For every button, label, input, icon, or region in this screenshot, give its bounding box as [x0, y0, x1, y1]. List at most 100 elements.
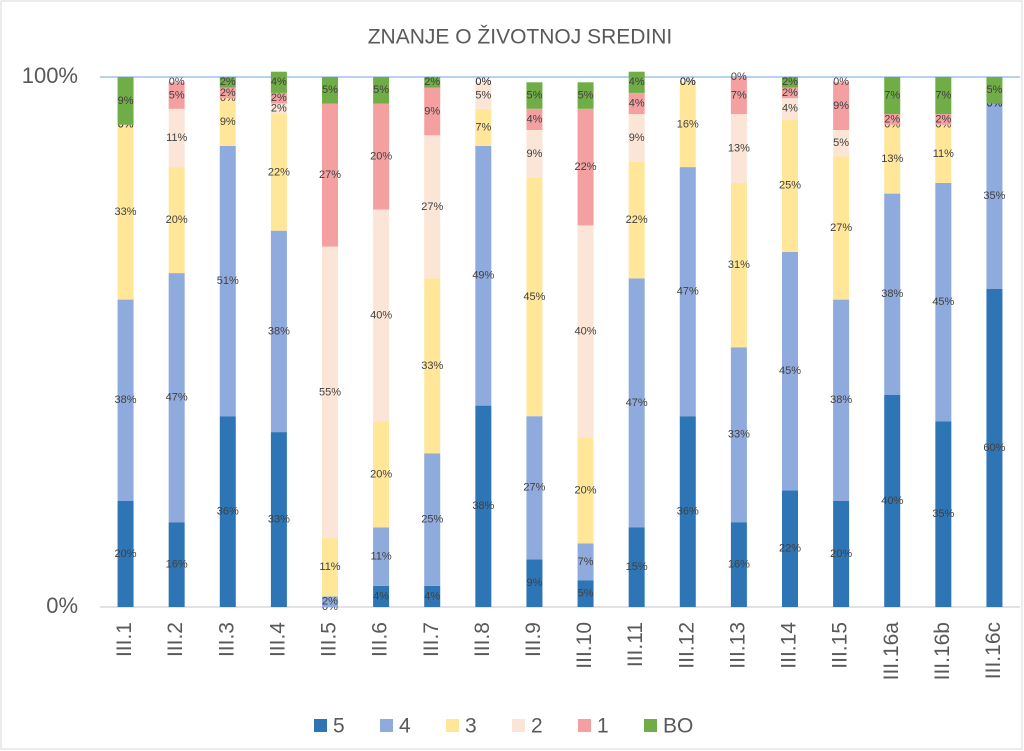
value-label: 38% — [472, 500, 494, 512]
bar-segment — [373, 421, 390, 528]
value-label: 38% — [268, 325, 290, 337]
value-label: 4% — [271, 76, 287, 88]
value-label: 5% — [986, 84, 1002, 96]
bar-segment — [628, 114, 645, 162]
bar-segment — [730, 522, 747, 607]
value-label: 47% — [677, 286, 699, 298]
bar-segment — [782, 87, 798, 99]
bar-segment — [833, 299, 850, 501]
value-label: 35% — [932, 508, 954, 520]
bar-segment — [577, 437, 594, 544]
value-label: 2% — [424, 76, 440, 88]
bar-segment — [577, 82, 594, 109]
value-label: 0% — [680, 76, 696, 88]
bar-segment — [986, 103, 1003, 289]
bar-segment — [424, 87, 441, 136]
value-label: 11% — [319, 561, 340, 573]
value-label: 5% — [373, 84, 389, 96]
bar-segment — [782, 119, 798, 252]
value-label: 20% — [370, 468, 392, 480]
legend-swatch — [380, 719, 393, 732]
value-label: 7% — [935, 89, 951, 101]
bar-segment — [270, 432, 287, 607]
value-label: 45% — [779, 365, 801, 377]
bar-segment — [168, 167, 185, 274]
value-label: 11% — [933, 148, 954, 160]
x-tick-label: III.16b — [931, 622, 954, 680]
bar-segment — [833, 130, 850, 157]
legend-label: 1 — [597, 715, 609, 738]
value-label: 40% — [575, 325, 597, 337]
bar-segment — [679, 82, 696, 168]
legend-swatch — [446, 719, 459, 732]
x-tick-label: III.11 — [624, 622, 647, 667]
value-label: 16% — [728, 559, 750, 571]
bar-segment — [526, 108, 543, 130]
bar-segment — [322, 538, 338, 597]
value-label: 25% — [779, 180, 801, 192]
bar-segment — [628, 71, 645, 93]
x-tick-label: III.4 — [266, 622, 289, 657]
legend-label: 2 — [531, 715, 543, 738]
bar-segment — [730, 347, 747, 523]
bar-segment — [219, 416, 236, 607]
value-label: 45% — [523, 291, 545, 303]
bar-segment — [986, 77, 1003, 104]
x-tick-label: III.9 — [522, 622, 545, 657]
value-label: 9% — [220, 116, 236, 128]
bar-segment — [935, 124, 952, 183]
bar-segment — [219, 77, 236, 88]
bar-segment — [577, 225, 594, 438]
x-tick-label: III.15 — [829, 622, 852, 669]
bar-segment — [270, 92, 287, 104]
bar-segment — [526, 416, 543, 560]
bar-segment — [526, 130, 543, 178]
x-tick-label: III.13 — [726, 622, 749, 669]
x-tick-label: III.14 — [778, 622, 801, 669]
value-label: 0% — [731, 71, 747, 83]
value-label: 16% — [677, 119, 699, 131]
value-label: 40% — [881, 495, 903, 507]
bar-segment — [526, 82, 543, 109]
x-tick-label: III.10 — [573, 622, 596, 669]
bar-segment — [373, 209, 390, 422]
bar-segment — [730, 114, 747, 183]
bar-segment — [935, 421, 952, 607]
bar-segment — [373, 585, 390, 607]
value-label: 20% — [830, 548, 852, 560]
y-tick-label: 0% — [46, 593, 78, 618]
bar-segment — [986, 289, 1003, 607]
y-tick-label: 100% — [22, 63, 78, 88]
value-label: 22% — [626, 214, 648, 226]
value-label: 2% — [884, 113, 900, 125]
bar-segment — [833, 82, 850, 130]
value-label: 2% — [271, 92, 287, 104]
bar-segment — [782, 98, 798, 120]
legend-label: 4 — [399, 715, 411, 738]
bar-segment — [475, 405, 492, 607]
bar-segment — [117, 124, 134, 300]
bar-segment — [322, 246, 338, 539]
value-label: 22% — [779, 543, 801, 555]
bar-segment — [322, 596, 338, 607]
bar-segment — [270, 230, 287, 433]
x-tick-label: III.16a — [880, 622, 903, 681]
value-label: 47% — [626, 397, 648, 409]
bar-segment — [168, 108, 185, 168]
x-tick-label: III.12 — [675, 622, 698, 669]
value-label: 33% — [728, 429, 750, 441]
legend-swatch — [512, 719, 525, 732]
chart-title: ZNANJE O ŽIVOTNOJ SREDINI — [368, 26, 673, 49]
x-tick-label: III.7 — [420, 622, 443, 657]
bar-segment — [679, 416, 696, 607]
value-label: 35% — [983, 190, 1005, 202]
value-label: 5% — [578, 89, 594, 101]
bar-segment — [373, 103, 390, 210]
value-label: 5% — [169, 89, 185, 101]
value-label: 36% — [677, 506, 699, 518]
bar-segment — [475, 82, 492, 109]
bar-segment — [833, 156, 850, 300]
bar-segment — [117, 299, 134, 501]
bar-segment — [730, 77, 747, 115]
